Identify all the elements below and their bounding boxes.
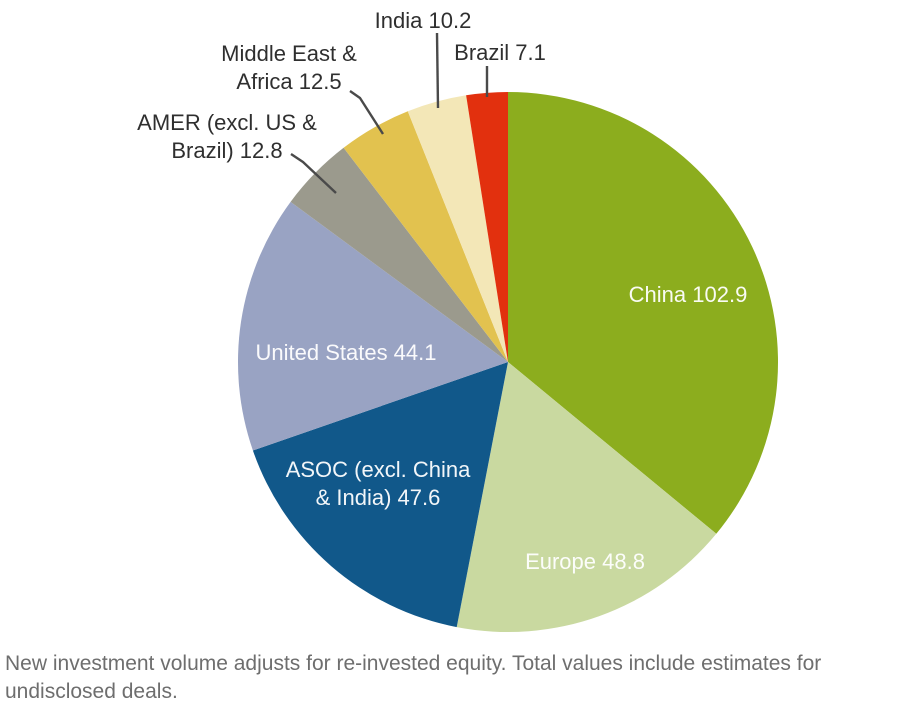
pie-slice-europe [456, 362, 717, 633]
slice-label-china: China 102.9 [629, 281, 748, 309]
slice-label-text: China 102.9 [628, 282, 748, 307]
slice-label-asoc: ASOC (excl. China & India) 47.6 [286, 456, 471, 512]
slice-label-india: India 10.2 [375, 7, 472, 35]
slice-label-text: Europe 48.8 [525, 549, 645, 574]
slice-label-text-line2: Brazil) 12.8 [171, 138, 283, 163]
slice-label-text-line1: Middle East & [221, 41, 357, 66]
slice-label-europe: Europe 48.8 [525, 548, 645, 576]
slice-label-text-line1: ASOC (excl. China [285, 457, 471, 482]
leader-line-middle-east-africa [349, 90, 385, 135]
leader-line-india [435, 32, 440, 109]
pie-slices-group [237, 92, 779, 633]
slice-label-text-line1: AMER (excl. US & [137, 110, 317, 135]
pie-slice-china [508, 92, 779, 534]
slice-label-brazil: Brazil 7.1 [454, 39, 546, 67]
slice-label-amer: AMER (excl. US & Brazil) 12.8 [137, 109, 317, 165]
slice-label-text: United States 44.1 [255, 340, 437, 365]
pie-slice-middle-east-africa [343, 111, 508, 362]
chart-footnote: New investment volume adjusts for re-inv… [5, 650, 911, 706]
leader-lines-group [290, 32, 489, 194]
pie-slice-asoc [252, 362, 508, 628]
footnote-line-2: undisclosed deals. [5, 680, 178, 703]
leader-line-amer [290, 153, 337, 194]
slice-label-text-line2: & India) 47.6 [315, 485, 441, 510]
pie-slice-amer [290, 147, 508, 362]
footnote-line-1: New investment volume adjusts for re-inv… [5, 652, 822, 675]
slice-label-text: India 10.2 [374, 8, 472, 33]
slice-label-text-line2: Africa 12.5 [236, 69, 342, 94]
slice-label-middle-east-africa: Middle East & Africa 12.5 [221, 40, 357, 96]
slice-label-united-states: United States 44.1 [255, 339, 436, 367]
pie-slice-india [407, 95, 508, 363]
slice-label-text: Brazil 7.1 [454, 40, 546, 65]
pie-slice-brazil [466, 92, 508, 362]
pie-slice-united-states [237, 201, 508, 451]
